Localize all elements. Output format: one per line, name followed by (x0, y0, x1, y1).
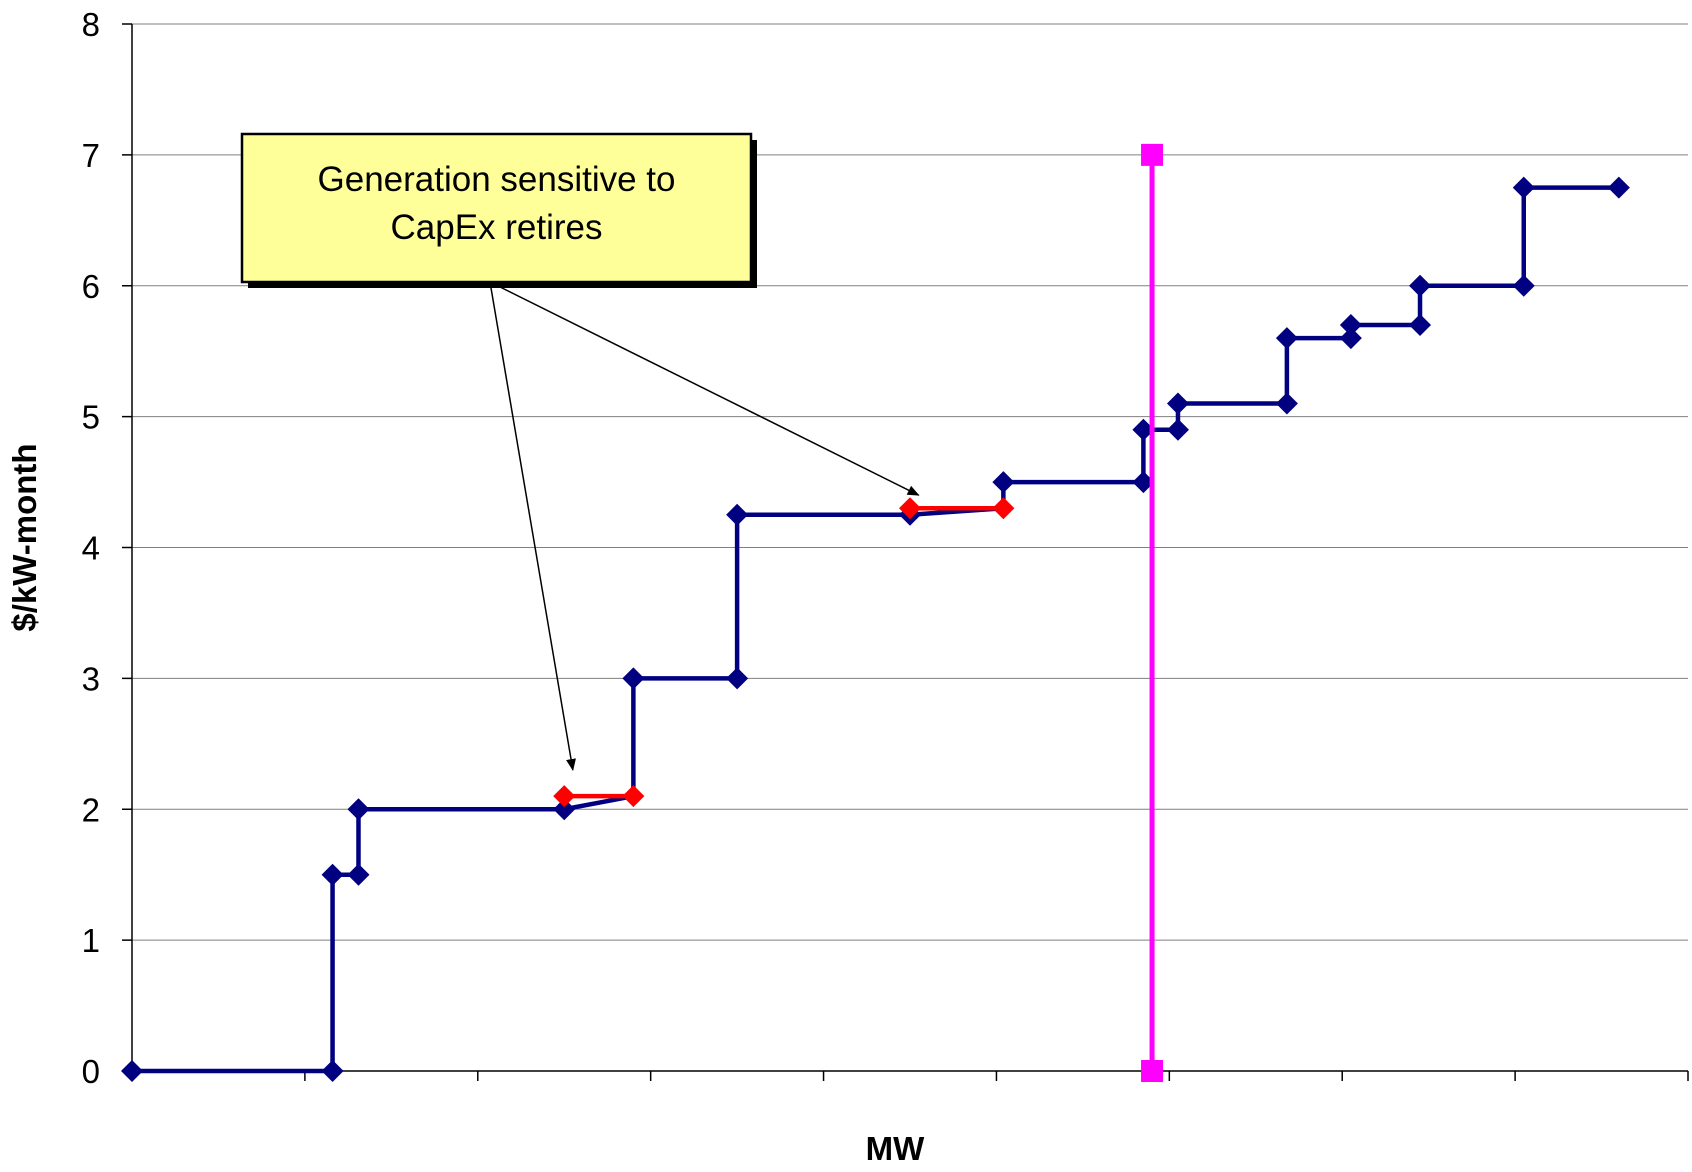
callout-annotation: Generation sensitive to CapEx retires (240, 132, 920, 771)
plot-series (121, 143, 1630, 1082)
supply-curve-marker (1409, 274, 1432, 297)
supply-curve-marker (1132, 471, 1155, 494)
retire-segment-1-marker (622, 785, 645, 808)
y-tick-label-3: 3 (82, 660, 100, 697)
supply-curve-marker (1512, 274, 1535, 297)
supply-curve-marker (553, 798, 576, 821)
supply-curve-marker (726, 667, 749, 690)
supply-curve-marker (321, 1060, 344, 1082)
supply-curve-marker (347, 798, 370, 821)
demand-line-marker (1141, 1060, 1164, 1082)
retire-segment-1-marker (553, 785, 576, 808)
supply-curve-marker (347, 863, 370, 886)
callout-arrow-1 (489, 281, 576, 771)
callout-arrow-2 (489, 281, 920, 496)
y-tick-label-8: 8 (82, 6, 100, 43)
callout-text-line: Generation sensitive to (318, 160, 676, 199)
y-tick-label-5: 5 (82, 399, 100, 436)
supply-curve-marker (992, 471, 1015, 494)
supply-curve-marker (1166, 392, 1189, 415)
callout-text-line: CapEx retires (390, 208, 602, 247)
supply-curve-marker (622, 667, 645, 690)
axis-labels: 0 1 2 3 4 5 6 7 8 MW $/kW-month (6, 6, 925, 1167)
demand-line-marker (1141, 143, 1164, 166)
retire-segment-2-marker (992, 497, 1015, 520)
supply-curve-marker (1607, 176, 1630, 199)
supply-curve-line (132, 185, 1619, 1074)
supply-curve-marker (321, 863, 344, 886)
y-tick-label-6: 6 (82, 268, 100, 305)
supply-curve-marker (1409, 314, 1432, 337)
callout-box (240, 132, 753, 284)
supply-curve-marker (121, 1060, 143, 1082)
y-tick-label-4: 4 (82, 530, 100, 567)
y-tick-label-2: 2 (82, 791, 100, 828)
y-tick-label-1: 1 (82, 922, 100, 959)
axes (122, 23, 1689, 1081)
supply-curve-marker (726, 503, 749, 526)
supply-curve-marker (1339, 314, 1362, 337)
supply-curve-marker (1132, 418, 1155, 441)
supply-curve-marker (1275, 392, 1298, 415)
x-axis-title: MW (866, 1130, 925, 1167)
supply-curve-marker (1166, 418, 1189, 441)
y-tick-label-7: 7 (82, 137, 100, 174)
y-tick-label-0: 0 (82, 1053, 100, 1090)
supply-curve-marker (1512, 176, 1535, 199)
supply-curve-marker (1339, 327, 1362, 350)
retire-segment-2-marker (899, 497, 921, 520)
supply-curve-marker (1275, 327, 1298, 350)
y-axis-title: $/kW-month (6, 443, 43, 631)
